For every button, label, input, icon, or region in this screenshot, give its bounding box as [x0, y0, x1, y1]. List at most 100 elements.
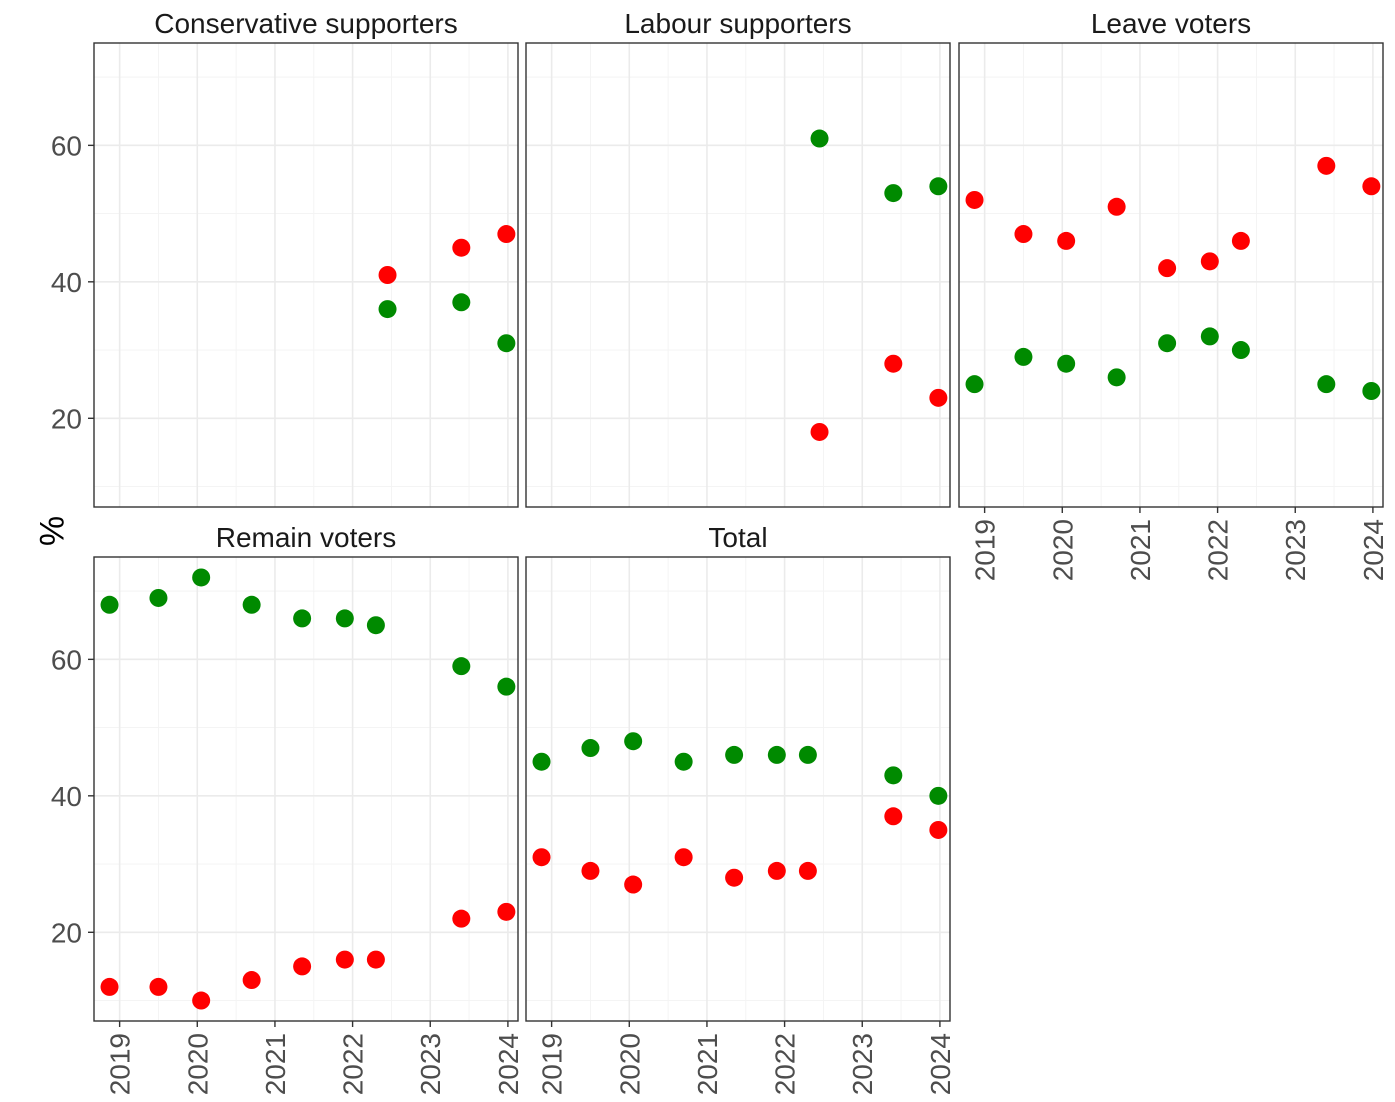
data-point	[810, 422, 829, 441]
data-point	[497, 334, 516, 353]
y-tick-label: 40	[51, 781, 82, 812]
x-tick-label: 2022	[338, 1033, 369, 1095]
x-tick-label: 2022	[1203, 519, 1234, 581]
data-point	[1014, 225, 1033, 244]
y-tick-label: 60	[51, 130, 82, 161]
data-point	[149, 588, 168, 607]
panel-border	[525, 556, 951, 1022]
data-point	[1158, 259, 1177, 278]
facet-conservative: Conservative supporters 20 40 60	[51, 8, 519, 508]
facet-title: Labour supporters	[624, 8, 851, 39]
data-point	[366, 616, 385, 635]
y-tick-label: 60	[51, 644, 82, 675]
facet-leave: Leave voters 2019 2020 2021 2022 2023 2024	[958, 8, 1389, 581]
x-tick-label: 2023	[847, 1033, 878, 1095]
data-point	[532, 848, 551, 867]
data-point	[452, 657, 471, 676]
x-tick-label: 2021	[1125, 519, 1156, 581]
data-point	[242, 595, 261, 614]
data-point	[581, 861, 600, 880]
data-point	[798, 861, 817, 880]
x-tick-label: 2024	[1358, 519, 1389, 581]
data-point	[192, 991, 211, 1010]
facet-labour: Labour supporters	[525, 8, 951, 508]
data-point	[725, 868, 744, 887]
data-point	[965, 190, 984, 209]
data-point	[1317, 156, 1336, 175]
x-tick-label: 2021	[692, 1033, 723, 1095]
data-point	[497, 225, 516, 244]
data-point	[929, 388, 948, 407]
data-point	[884, 354, 903, 373]
facet-total: Total 2019 2020 2021 2022 2023 2024	[525, 522, 956, 1095]
data-point	[810, 129, 829, 148]
data-point	[1362, 177, 1381, 196]
x-tick-label: 2020	[1047, 519, 1078, 581]
data-point	[242, 971, 261, 990]
data-point	[884, 766, 903, 785]
x-tick-label: 2023	[415, 1033, 446, 1095]
data-point	[452, 238, 471, 257]
data-point	[293, 957, 312, 976]
data-point	[965, 375, 984, 394]
data-point	[149, 977, 168, 996]
data-point	[452, 293, 471, 312]
panel-border	[525, 42, 951, 508]
x-tick-label: 2021	[260, 1033, 291, 1095]
data-point	[335, 950, 354, 969]
data-point	[1014, 347, 1033, 366]
data-point	[452, 909, 471, 928]
data-point	[378, 266, 397, 284]
data-point	[581, 739, 600, 758]
y-tick-label: 20	[51, 403, 82, 434]
data-point	[767, 745, 786, 764]
data-point	[884, 184, 903, 203]
y-tick-label: 40	[51, 267, 82, 298]
facet-title: Remain voters	[216, 522, 397, 553]
y-tick-label: 20	[51, 917, 82, 948]
data-point	[1057, 231, 1076, 250]
data-point	[767, 861, 786, 880]
data-point	[725, 745, 744, 764]
data-point	[100, 977, 119, 996]
x-tick-label: 2019	[105, 1033, 136, 1095]
y-axis-title: %	[32, 516, 70, 546]
data-point	[100, 595, 119, 614]
data-point	[929, 786, 948, 805]
facet-title: Conservative supporters	[154, 8, 457, 39]
panel-border	[93, 42, 519, 508]
x-tick-label: 2024	[493, 1033, 524, 1095]
data-point	[929, 820, 948, 839]
data-point	[335, 609, 354, 628]
data-point	[497, 677, 516, 696]
data-point	[532, 752, 551, 771]
data-point	[1107, 368, 1126, 387]
x-tick-label: 2019	[970, 519, 1001, 581]
facet-remain: Remain voters 20 40 60 2019 2020 2021 2022 2023 2…	[51, 522, 524, 1095]
panel-border	[93, 556, 519, 1022]
x-tick-label: 2024	[925, 1033, 956, 1095]
data-point	[1107, 197, 1126, 216]
data-point	[1317, 375, 1336, 394]
data-point	[378, 300, 397, 319]
data-point	[293, 609, 312, 628]
x-tick-label: 2020	[182, 1033, 213, 1095]
data-point	[1362, 382, 1381, 400]
data-point	[674, 848, 693, 867]
data-point	[884, 807, 903, 826]
panel-border	[958, 42, 1384, 508]
data-point	[1231, 341, 1250, 360]
data-point	[1158, 334, 1177, 353]
x-tick-label: 2023	[1280, 519, 1311, 581]
data-point	[497, 902, 516, 921]
data-point	[1200, 252, 1219, 271]
facet-title: Total	[708, 522, 767, 553]
data-point	[1057, 354, 1076, 373]
data-point	[798, 745, 817, 764]
data-point	[1231, 231, 1250, 250]
x-tick-label: 2022	[770, 1033, 801, 1095]
data-point	[624, 875, 643, 894]
x-tick-label: 2020	[614, 1033, 645, 1095]
data-point	[674, 752, 693, 771]
data-point	[366, 950, 385, 969]
